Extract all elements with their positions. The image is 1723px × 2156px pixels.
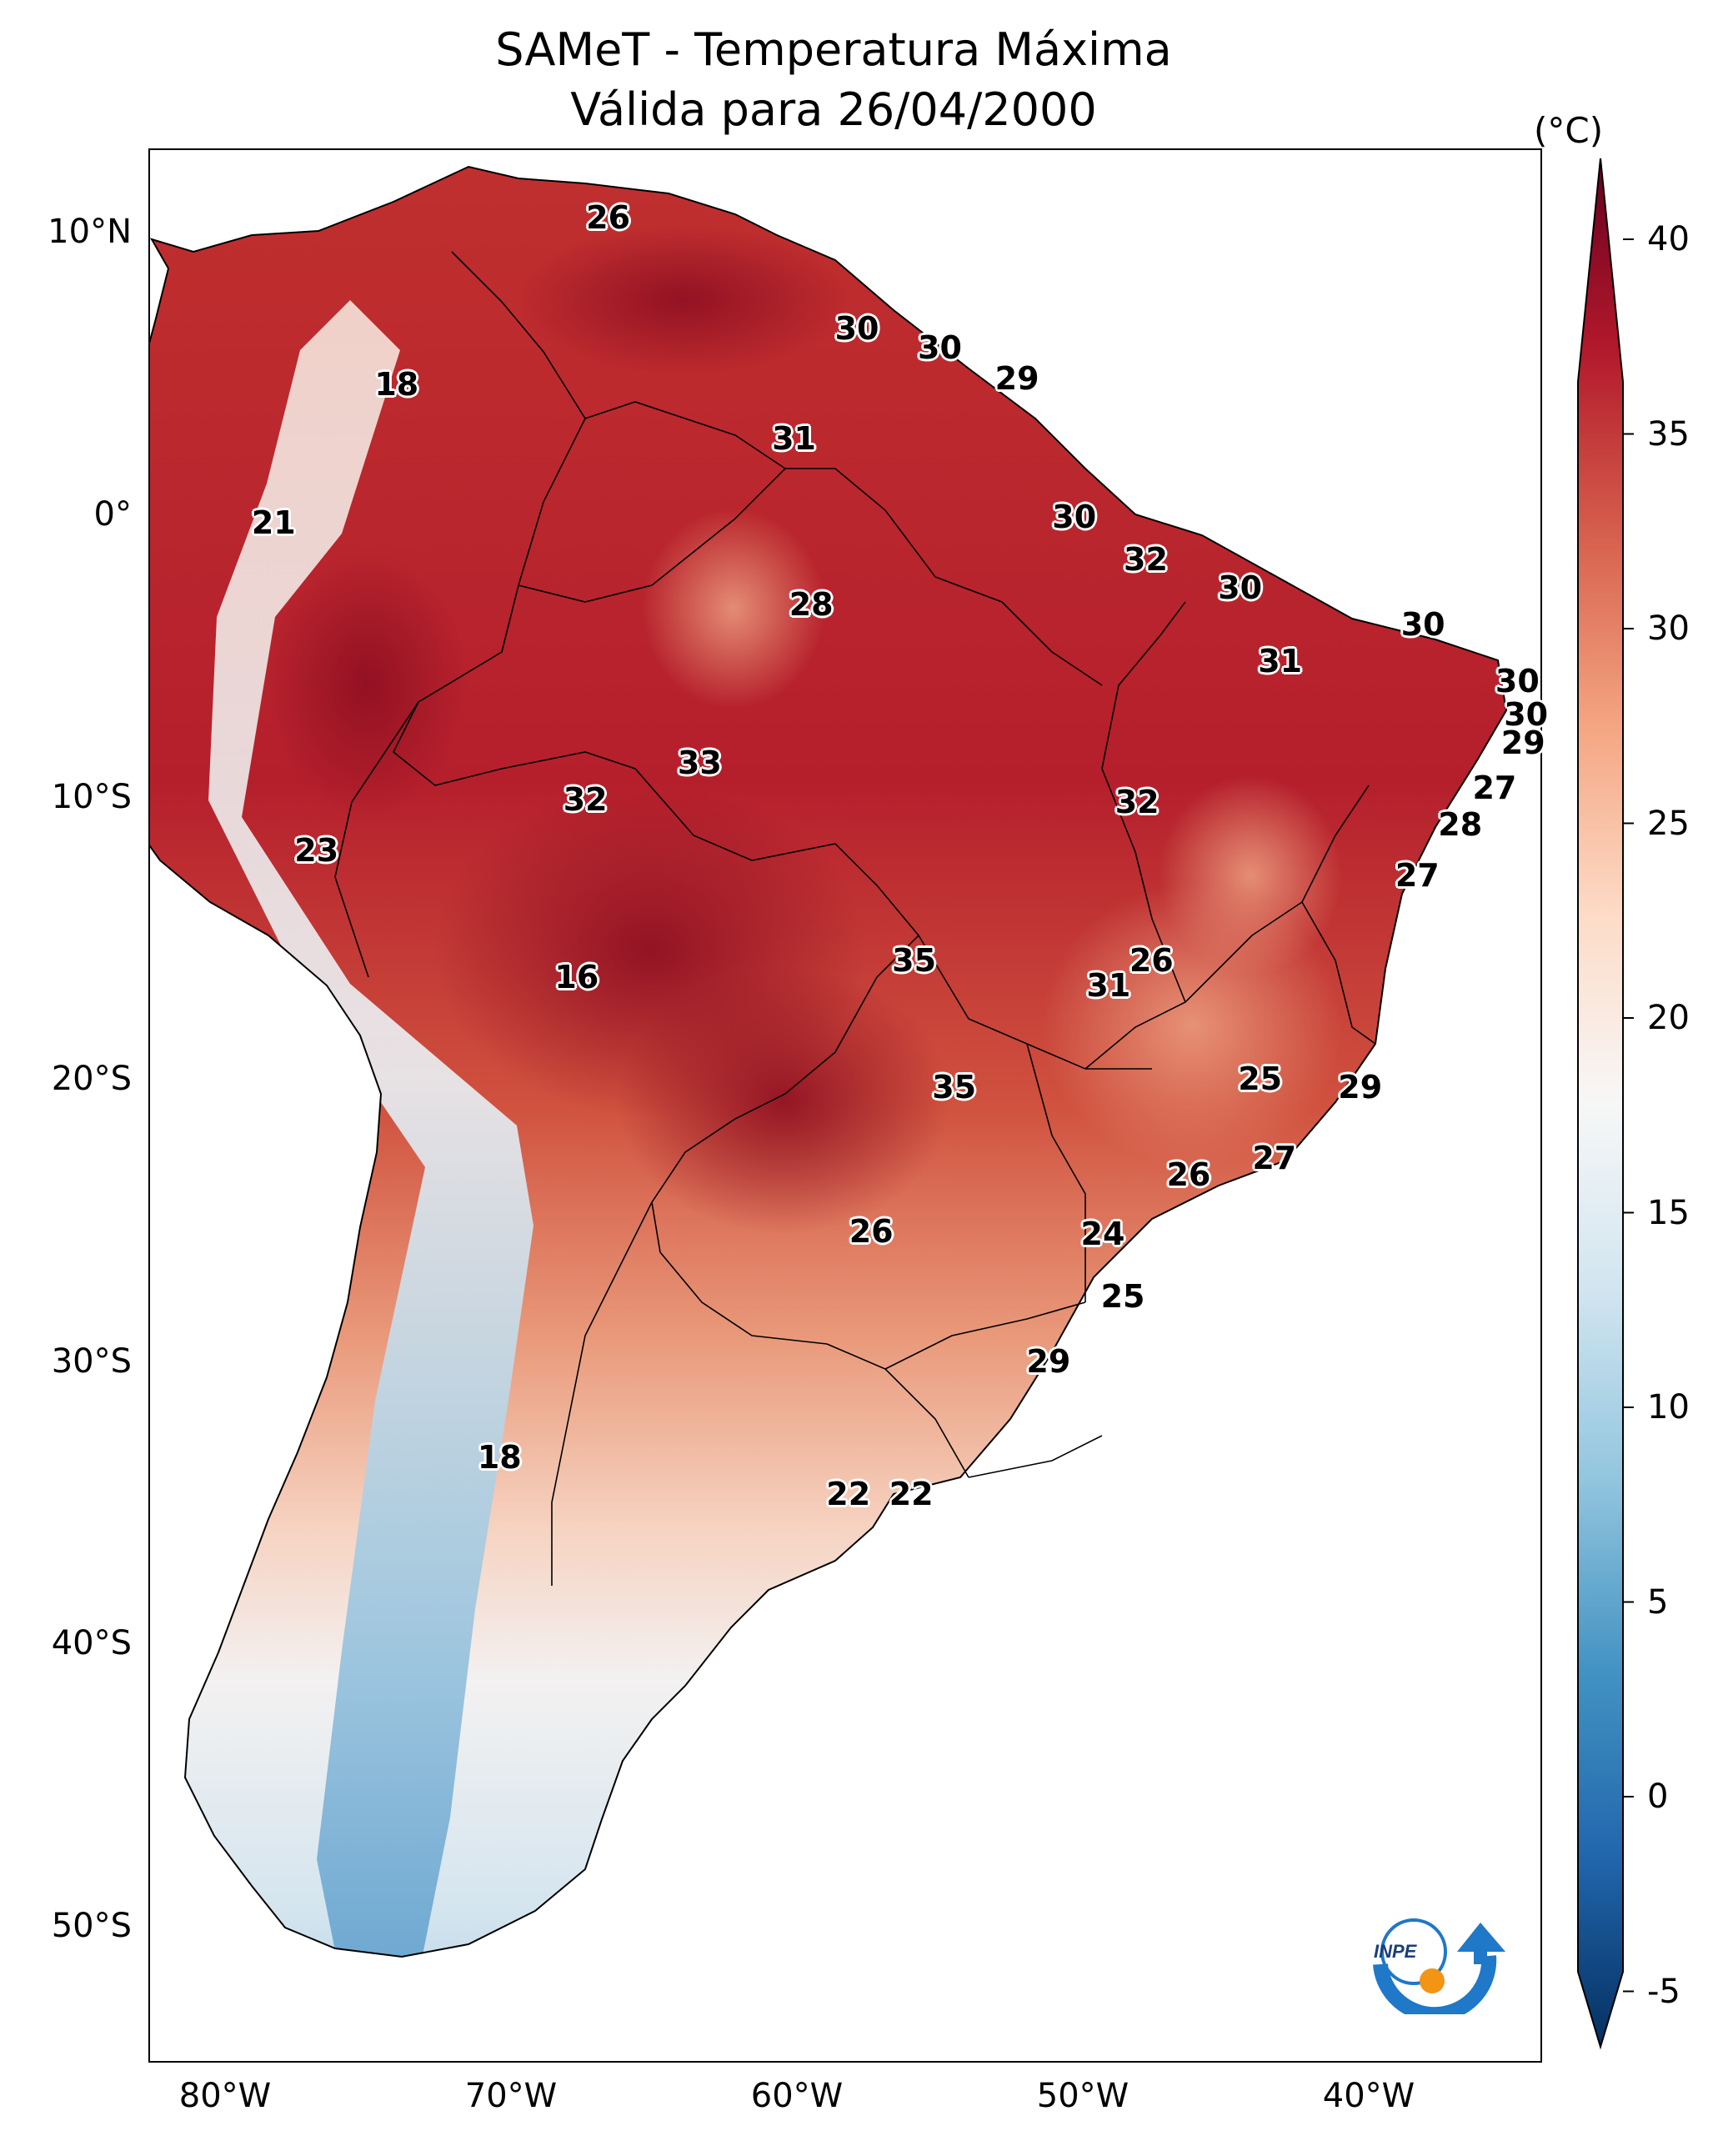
inpe-logo: INPE [1364,1906,1505,2023]
country-border [334,701,419,978]
contour-value-label: 27 [1395,857,1440,895]
contour-value-label: 25 [1238,1060,1283,1098]
contour-value-label: 16 [554,959,599,996]
contour-value-label: 33 [677,744,722,781]
country-border [1026,1043,1086,1302]
contour-value-label: 27 [1252,1140,1297,1176]
contour-value-label: 26 [849,1213,894,1251]
country-border [884,1301,1086,1370]
contour-value-label: 32 [1114,784,1160,821]
country-border [1084,785,1370,1070]
latitude-label: 20°S [51,1060,132,1099]
latitude-label: 40°S [51,1624,132,1663]
contour-value-label: 18 [374,366,419,404]
colorbar-tick-label: 5 [1647,1582,1669,1622]
contour-value-label: 22 [826,1475,871,1512]
latitude-label: 0° [93,495,132,534]
svg-text:INPE: INPE [1374,1941,1418,1962]
contour-value-label: 35 [932,1069,977,1106]
colorbar-tick-label: 0 [1647,1777,1669,1816]
contour-value-label: 32 [563,780,608,818]
country-border [1101,601,1186,1003]
colorbar-tick-label: 35 [1647,414,1690,454]
country-border [518,468,1103,686]
map-area [148,148,1542,2063]
latitude-label: 30°S [51,1341,132,1381]
country-border [968,1435,1103,1478]
latitude-label: 10°N [48,213,132,252]
country-border [584,401,786,469]
contour-value-label: 31 [1086,967,1131,1005]
longitude-label: 60°W [750,2077,844,2115]
country-border [826,1343,969,1478]
contour-value-label: 31 [1258,643,1303,680]
contour-value-label: 24 [1080,1216,1125,1253]
colorbar-tick-label: 15 [1647,1193,1690,1232]
contour-value-label: 30 [1400,606,1445,644]
colorbar-tick-label: 30 [1647,609,1690,648]
contour-value-label: 18 [477,1438,522,1476]
contour-value-label: 27 [1472,770,1517,807]
colorbar-tick-label: 25 [1647,804,1690,843]
latitude-label: 50°S [51,1907,132,1945]
map-title: SAMeT - Temperatura Máxima [495,23,1172,76]
contour-value-label: 30 [834,309,879,347]
contour-value-label: 26 [1166,1156,1211,1194]
country-border [551,1201,653,1586]
longitude-label: 70°W [464,2077,558,2115]
temperature-map [150,165,1508,1958]
contour-value-label: 26 [1129,941,1174,979]
contour-value-label: 30 [1495,662,1540,699]
contour-value-label: 25 [1100,1277,1145,1315]
contour-value-label: 29 [994,360,1039,398]
contour-value-label: 26 [586,199,631,237]
country-border [1301,901,1376,1045]
contour-value-label: 30 [1218,569,1263,607]
longitude-label: 50°W [1036,2077,1129,2115]
colorbar-tick-label: 40 [1647,220,1690,258]
contour-value-label: 30 [918,329,962,367]
contour-value-label: 31 [772,419,817,457]
colorbar-tick-label: 10 [1647,1388,1690,1426]
colorbar-tick-label: -5 [1647,1972,1680,2011]
contour-value-label: 22 [889,1475,934,1512]
country-border [651,935,919,1345]
contour-value-label: 32 [1124,541,1168,579]
longitude-label: 40°W [1322,2077,1415,2115]
contour-value-label: 30 [1504,696,1549,734]
colorbar-unit: (°C) [1534,110,1604,151]
contour-value-label: 29 [1338,1069,1383,1106]
contour-value-label: 28 [1438,806,1483,844]
contour-value-label: 21 [251,504,296,542]
contour-value-label: 30 [1052,499,1097,536]
latitude-label: 10°S [51,777,132,816]
contour-value-label: 29 [1026,1342,1071,1380]
longitude-label: 80°W [178,2077,272,2115]
colorbar [1577,158,1634,2050]
contour-value-label: 35 [892,941,937,979]
contour-value-label: 28 [789,586,834,624]
contour-value-label: 29 [1500,725,1545,762]
colorbar-tick-label: 20 [1647,999,1690,1037]
country-border [392,251,1152,1070]
map-subtitle: Válida para 26/04/2000 [570,83,1097,136]
contour-value-label: 23 [294,831,339,869]
